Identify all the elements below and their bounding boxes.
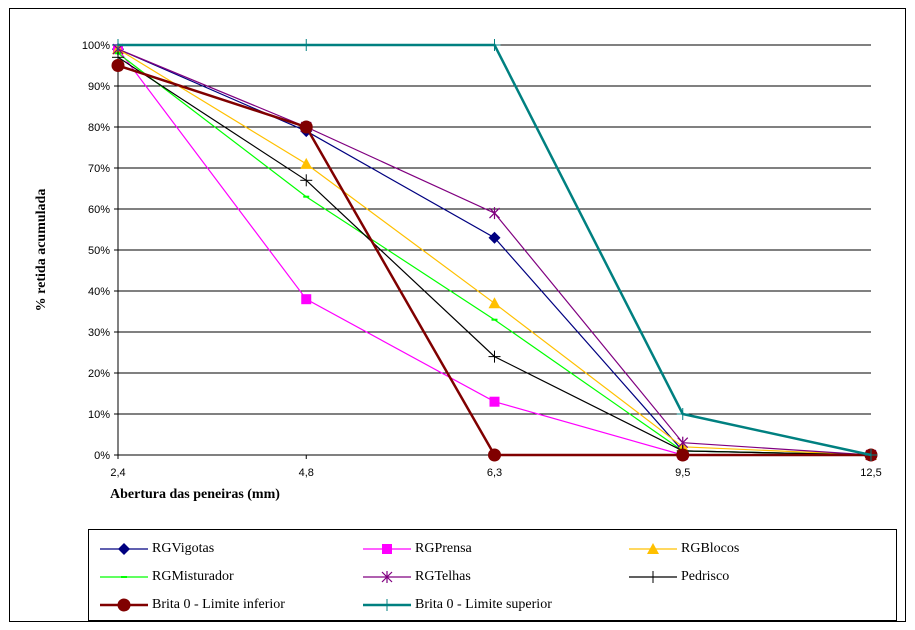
data-point	[111, 59, 125, 72]
legend-swatch	[100, 598, 148, 612]
y-axis-label: % retida acumulada	[34, 189, 49, 312]
series-line	[117, 64, 871, 457]
legend-swatch	[363, 599, 411, 611]
legend-swatch	[363, 544, 411, 554]
y-tick-label: 100%	[82, 40, 110, 52]
y-tick-label: 90%	[88, 81, 110, 93]
legend: RGVigotas RGPrensa RGBlocos RGMisturador RGT…	[88, 529, 897, 621]
y-tick-label: 80%	[88, 122, 110, 134]
legend-label: Brita 0 - Limite superior	[415, 597, 552, 612]
data-point	[382, 544, 392, 554]
line-chart: 0% 10% 20% 30% 40% 50% 60% 70% 80% 90% 100% 2,4 4,8…	[34, 39, 882, 479]
series-line	[117, 48, 872, 456]
legend-label: RGBlocos	[681, 541, 740, 556]
series-7	[112, 39, 877, 461]
chart-frame	[9, 8, 906, 622]
legend-label: RGVigotas	[152, 541, 215, 556]
series-line	[117, 52, 872, 456]
series-line	[117, 56, 872, 456]
data-point	[117, 598, 131, 612]
y-tick-label: 60%	[88, 204, 110, 216]
series-line	[117, 48, 871, 456]
legend-label: RGMisturador	[152, 569, 234, 584]
series-6	[111, 59, 878, 462]
x-tick-label: 4,8	[299, 467, 314, 479]
legend-swatch	[629, 543, 677, 554]
y-tick-label: 50%	[88, 245, 110, 257]
data-point	[299, 120, 313, 134]
x-tick-labels: 2,4 4,8 6,3 9,5 12,5	[110, 455, 882, 479]
data-point	[489, 396, 500, 407]
y-tick-labels: 0% 10% 20% 30% 40% 50% 60% 70% 80% 90% 100%	[82, 40, 110, 462]
series-1	[113, 44, 876, 460]
y-tick-label: 10%	[88, 409, 110, 421]
legend-swatch	[629, 571, 677, 583]
series-line	[117, 48, 872, 456]
data-point	[118, 543, 130, 555]
data-point	[488, 297, 501, 309]
data-point	[300, 39, 313, 51]
series-3	[115, 52, 874, 456]
legend-label: Pedrisco	[681, 569, 730, 584]
x-tick-label: 2,4	[110, 467, 125, 479]
legend-swatch	[100, 543, 148, 555]
gridlines	[114, 44, 871, 456]
data-point	[676, 448, 690, 462]
y-tick-label: 0%	[94, 450, 110, 462]
series-lines	[111, 39, 878, 462]
x-axis-label: Abertura das peneiras (mm)	[110, 487, 280, 502]
data-point	[488, 448, 501, 462]
legend-label: RGPrensa	[415, 541, 472, 556]
legend-label: Brita 0 - Limite inferior	[152, 597, 285, 612]
x-tick-label: 9,5	[675, 467, 690, 479]
data-point	[381, 571, 393, 583]
data-point	[112, 39, 124, 51]
data-point	[676, 408, 689, 420]
x-tick-label: 6,3	[487, 467, 502, 479]
data-point	[488, 39, 501, 51]
data-point	[488, 350, 501, 363]
data-point	[489, 207, 500, 220]
y-tick-label: 40%	[88, 286, 110, 298]
legend-swatch	[363, 571, 411, 583]
series-line	[117, 48, 872, 456]
x-tick-label: 12,5	[860, 467, 881, 479]
legend-swatch	[100, 576, 148, 578]
data-point	[381, 599, 393, 611]
data-point	[865, 449, 877, 461]
data-point	[300, 157, 313, 169]
y-tick-label: 20%	[88, 368, 110, 380]
data-point	[647, 543, 659, 554]
data-point	[300, 174, 313, 187]
data-point	[488, 231, 501, 244]
y-tick-label: 70%	[88, 163, 110, 175]
legend-label: RGTelhas	[415, 569, 471, 584]
data-point	[301, 294, 312, 305]
data-point	[647, 571, 659, 583]
y-tick-label: 30%	[88, 327, 110, 339]
